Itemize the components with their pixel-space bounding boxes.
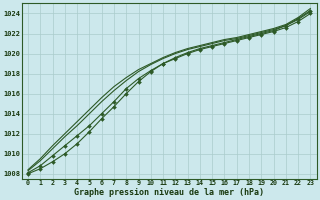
X-axis label: Graphe pression niveau de la mer (hPa): Graphe pression niveau de la mer (hPa) <box>74 188 264 197</box>
